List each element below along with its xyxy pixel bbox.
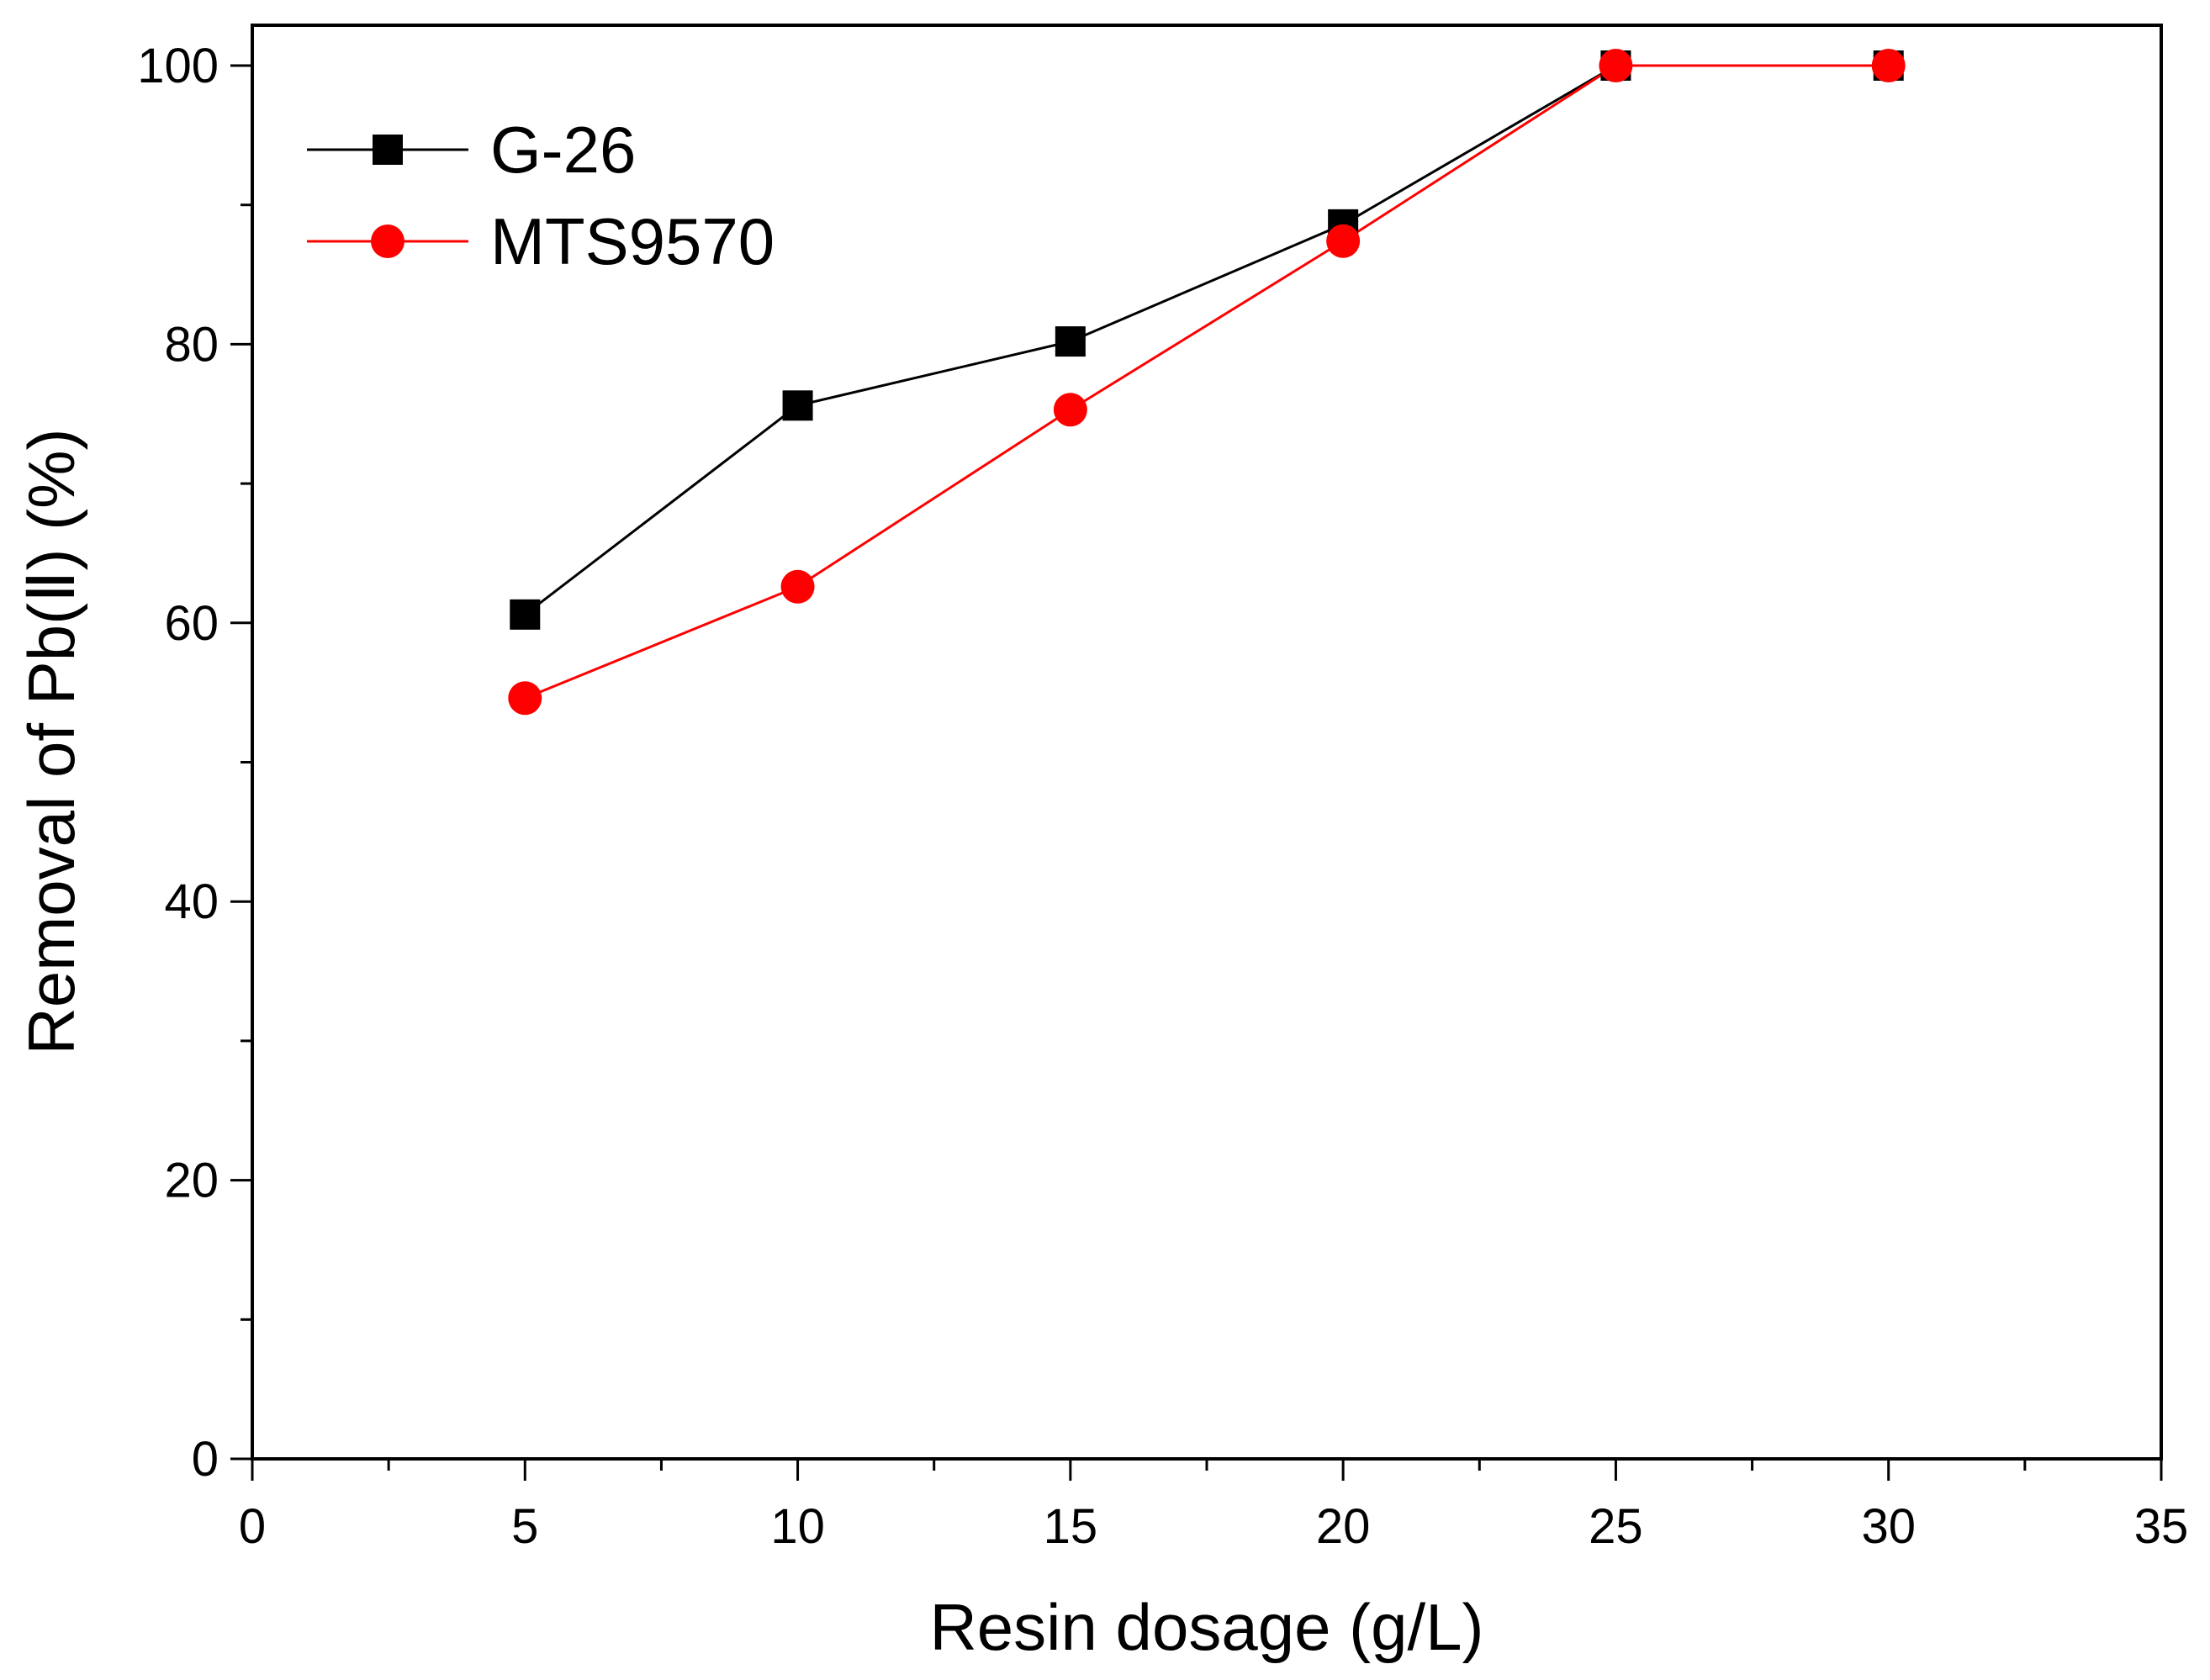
y-tick-label: 60 (164, 596, 219, 651)
y-axis-label: Removal of Pb(Ⅱ) (%) (14, 429, 88, 1055)
y-tick-label: 40 (164, 874, 219, 929)
data-point-mts9570 (1053, 393, 1087, 427)
x-tick-label: 15 (1044, 1499, 1098, 1554)
data-point-mts9570 (1871, 49, 1906, 82)
x-tick-label: 10 (770, 1499, 825, 1554)
x-tick-label: 5 (511, 1499, 538, 1554)
series-line-mts9570 (524, 64, 1889, 700)
data-point-mts9570 (1599, 49, 1633, 82)
y-tick-label: 80 (164, 317, 219, 372)
legend-label-g26: G-26 (490, 113, 636, 187)
legend-marker-square (373, 135, 403, 165)
legend-marker-circle (371, 225, 404, 258)
data-point-g26 (1055, 326, 1086, 357)
x-tick-label: 30 (1861, 1499, 1916, 1554)
data-point-mts9570 (508, 681, 542, 716)
x-axis-ticks: 0 5 10 15 20 25 30 35 (239, 1459, 2188, 1554)
x-axis-label: Resin dosage (g/L) (929, 1590, 1483, 1664)
data-point-mts9570 (780, 569, 815, 604)
y-axis-ticks: 0 20 40 60 80 100 (137, 39, 252, 1487)
x-tick-label: 0 (239, 1499, 266, 1554)
x-tick-label: 35 (2134, 1499, 2189, 1554)
data-point-mts9570 (1326, 224, 1361, 258)
y-tick-label: 0 (192, 1432, 219, 1487)
legend-label-mts9570: MTS9570 (490, 204, 775, 278)
plot-area (251, 24, 2163, 1461)
y-tick-label: 100 (137, 39, 219, 93)
data-point-g26 (782, 390, 813, 421)
x-tick-label: 20 (1316, 1499, 1371, 1554)
data-point-g26 (510, 599, 541, 630)
series-lines (524, 64, 1889, 700)
y-tick-label: 20 (164, 1154, 219, 1208)
x-tick-label: 25 (1589, 1499, 1643, 1554)
legend: G-26 MTS9570 (307, 113, 775, 278)
series-markers (508, 49, 1906, 716)
